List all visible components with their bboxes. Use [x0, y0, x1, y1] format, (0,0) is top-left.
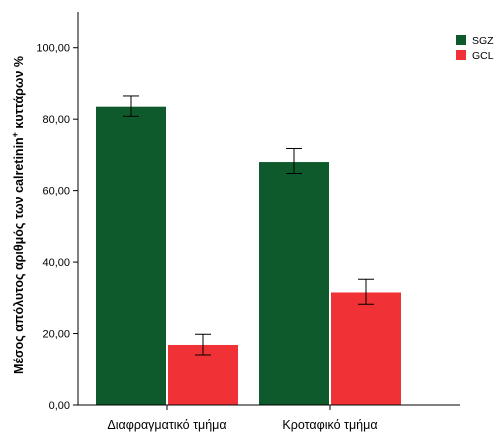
- error-bars: [123, 95, 374, 356]
- y-axis-label-sup: +: [9, 132, 20, 138]
- y-tick-label: 0,00: [49, 400, 70, 412]
- y-tick-label: 100,00: [36, 43, 70, 55]
- y-tick-label: 80,00: [42, 114, 70, 126]
- bar-gcl: [331, 292, 401, 405]
- legend-label-sgz: SGZ: [472, 35, 494, 47]
- y-ticks: 0,00 20,00 40,00 60,00 80,00 100,00: [36, 43, 78, 412]
- bars: [96, 106, 401, 405]
- legend-swatch-gcl: [456, 50, 466, 60]
- legend-label-gcl: GCL: [472, 50, 494, 62]
- y-axis-label-tail: κυττάρων %: [12, 56, 27, 133]
- x-ticks: Διαφραγματικό τμήμα Κροταφικό τμήμα: [107, 405, 378, 432]
- y-tick-label: 40,00: [42, 257, 70, 269]
- y-axis-label-text: Μέσος απόλυτος αριθμός των calretinin: [12, 137, 27, 374]
- y-axis-label: Μέσος απόλυτος αριθμός των calretinin+ κ…: [10, 56, 26, 374]
- y-tick-label: 60,00: [42, 186, 70, 198]
- y-axis-label-wrap: Μέσος απόλυτος αριθμός των calretinin+ κ…: [6, 20, 30, 410]
- bar-sgz: [96, 106, 166, 405]
- y-tick-label: 20,00: [42, 329, 70, 341]
- x-tick-label: Κροταφικό τμήμα: [282, 418, 377, 432]
- legend: SGZ GCL: [456, 35, 494, 62]
- x-tick-label: Διαφραγματικό τμήμα: [107, 418, 226, 432]
- bar-sgz: [259, 162, 329, 405]
- legend-swatch-sgz: [456, 35, 466, 45]
